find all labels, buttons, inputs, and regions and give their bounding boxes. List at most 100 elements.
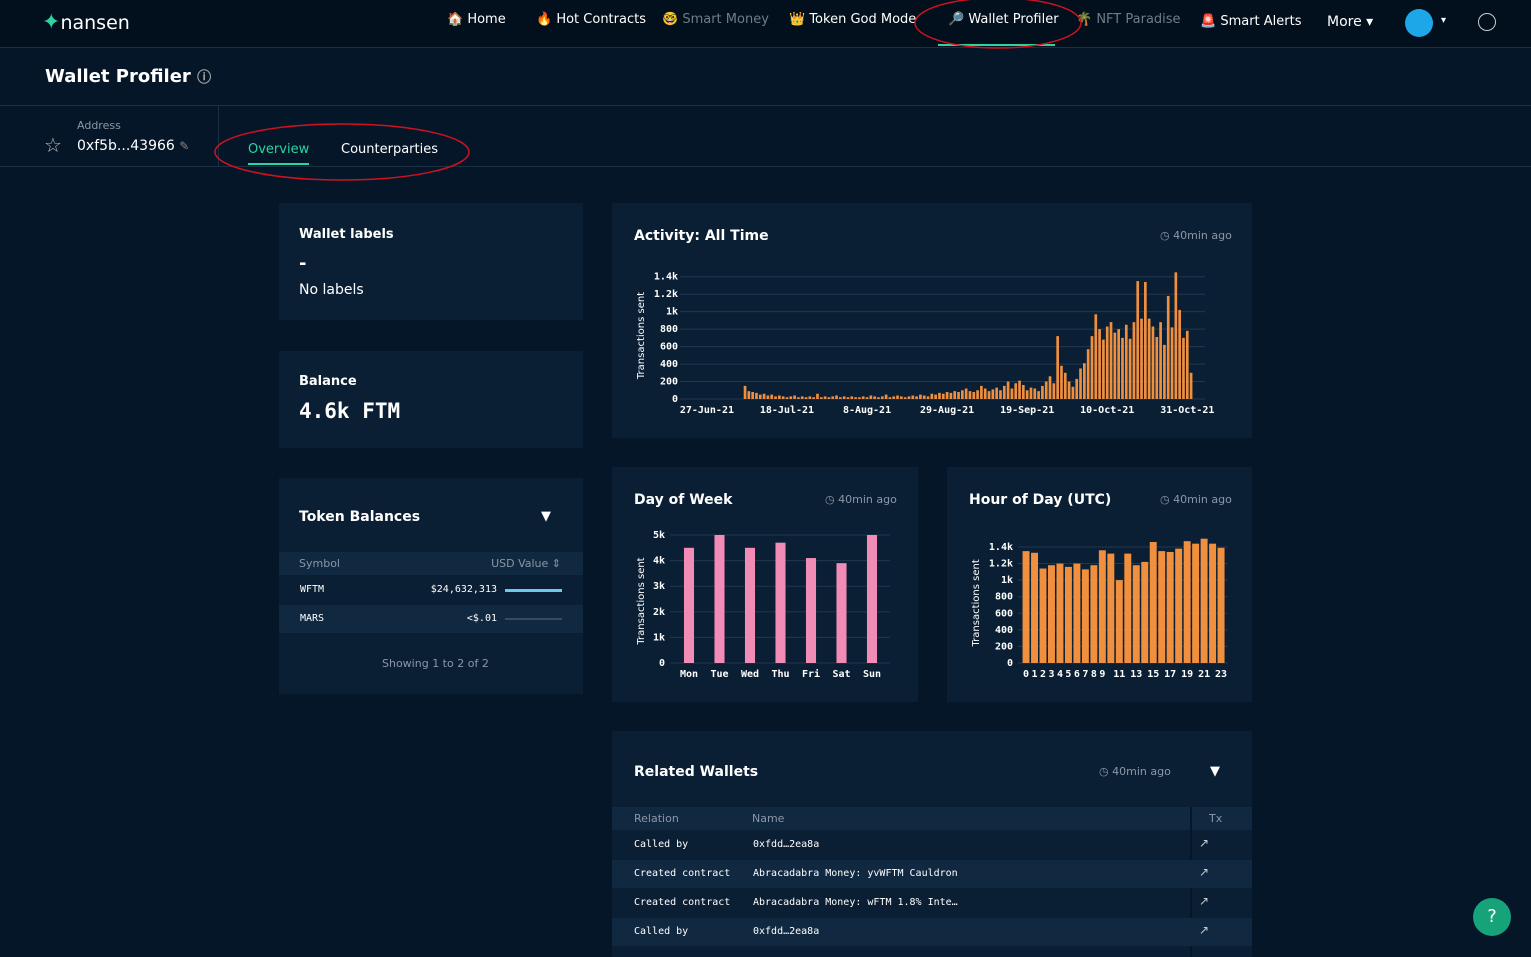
open-link[interactable]: ↗ <box>1199 894 1210 908</box>
bar <box>903 397 907 399</box>
star-icon[interactable]: ☆ <box>44 133 62 157</box>
network-icon[interactable] <box>1405 9 1433 37</box>
bar <box>900 396 903 399</box>
x-tick-label: 5 <box>1065 669 1071 680</box>
x-tick-label: Sat <box>832 669 850 680</box>
y-tick-label: 5k <box>653 530 665 541</box>
cell: Created contract <box>634 868 731 879</box>
value-bar <box>505 589 562 592</box>
filter-icon[interactable]: ▼ <box>1210 764 1220 779</box>
cell: Abracadabra Money: wFTM 1.8% Inte… <box>753 897 958 908</box>
nav-label: Wallet Profiler <box>968 12 1059 27</box>
x-tick-label: 19-Sep-21 <box>1000 405 1054 416</box>
bar <box>842 396 846 399</box>
bar <box>1094 314 1098 399</box>
nav-item[interactable]: 👑 Token God Mode <box>789 12 917 27</box>
bar <box>1166 551 1174 663</box>
bar <box>1174 272 1178 399</box>
bar <box>1010 388 1014 399</box>
token-balances-card: Token Balances ▼ Symbol USD Value ⇕ WFTM… <box>279 478 583 694</box>
column-header[interactable]: USD Value ⇕ <box>491 557 561 570</box>
updated: ◷ 40min ago <box>1160 493 1232 506</box>
help-button[interactable]: ? <box>1473 898 1511 936</box>
top-nav: ✦nansen 🏠 Home 🔥 Hot Contracts 🤓 Smart M… <box>0 0 1531 48</box>
bar <box>1022 385 1025 399</box>
bar <box>1052 383 1056 399</box>
y-tick-label: 1k <box>653 632 665 643</box>
bar <box>1182 337 1185 399</box>
bar <box>866 535 878 663</box>
bar <box>938 392 941 399</box>
bar <box>1192 543 1200 663</box>
column-header: Name <box>752 812 785 825</box>
nav-item[interactable]: 🚨 Smart Alerts <box>1200 14 1302 29</box>
bar <box>911 395 915 399</box>
nav-item[interactable]: 🔥 Hot Contracts <box>536 12 646 27</box>
network-caret[interactable]: ▾ <box>1441 15 1447 26</box>
tab[interactable]: Overview <box>248 142 310 165</box>
bar <box>907 396 911 399</box>
logo[interactable]: ✦nansen <box>42 10 130 35</box>
bar <box>1107 553 1115 663</box>
bar <box>1132 322 1136 399</box>
open-link[interactable]: ↗ <box>1199 865 1210 879</box>
bar <box>1166 295 1170 399</box>
bar <box>747 391 751 399</box>
x-tick-label: 8-Aug-21 <box>843 405 891 416</box>
tab[interactable]: Counterparties <box>341 142 438 157</box>
updated: ◷ 40min ago <box>1099 765 1171 778</box>
bar <box>839 397 842 399</box>
bar <box>1159 322 1162 399</box>
bar <box>793 395 796 399</box>
bar <box>1075 378 1079 399</box>
bar <box>1163 344 1166 399</box>
y-axis-label: Transactions sent <box>636 557 647 645</box>
bar <box>1149 542 1157 663</box>
nav-item[interactable]: 🏠 Home <box>447 12 506 27</box>
bar <box>1086 349 1090 399</box>
bar <box>888 397 892 399</box>
bar <box>1124 324 1128 399</box>
bar <box>683 547 695 663</box>
y-tick-label: 3k <box>653 581 665 592</box>
x-tick-label: 1 <box>1032 669 1038 680</box>
bar <box>1079 368 1082 399</box>
bar <box>797 397 800 399</box>
bar <box>1141 561 1149 663</box>
bar <box>774 396 777 399</box>
table-row: Called by 0xfdd…2ea8a ↗ <box>612 831 1252 859</box>
open-link[interactable]: ↗ <box>1199 923 1210 937</box>
bar <box>991 389 995 399</box>
nav-more[interactable]: More ▾ <box>1327 14 1374 30</box>
bar <box>915 396 918 399</box>
cell: Abracadabra Money: yvWFTM Cauldron <box>753 868 958 879</box>
bar <box>1064 566 1072 663</box>
address-label: Address <box>77 119 121 132</box>
cell: Called by <box>634 926 689 937</box>
x-tick-label: Tue <box>710 669 728 680</box>
nav-item[interactable]: 🌴 NFT Paradise <box>1076 12 1181 27</box>
cell: WFTM <box>300 584 325 595</box>
column-header: Relation <box>634 812 679 825</box>
bar <box>812 397 815 399</box>
bar <box>873 396 876 399</box>
bar <box>1121 337 1124 399</box>
filter-icon[interactable]: ▼ <box>541 509 551 524</box>
updated-text: 40min ago <box>1173 493 1232 506</box>
y-tick-label: 800 <box>660 324 678 335</box>
annotation-circle <box>914 0 1082 49</box>
open-link[interactable]: ↗ <box>1199 836 1210 850</box>
table-row: Created contract Abracadabra Money: yvWFT… <box>612 860 1252 888</box>
y-tick-label: 4k <box>653 556 665 567</box>
bar <box>1048 376 1052 399</box>
bar <box>1102 339 1105 399</box>
x-tick-label: Thu <box>771 669 789 680</box>
nav-item[interactable]: 🤓 Smart Money <box>662 12 769 27</box>
nav-item[interactable]: 🔎 Wallet Profiler <box>948 12 1059 27</box>
account-icon[interactable] <box>1478 13 1496 31</box>
x-tick-label: 19 <box>1181 669 1193 680</box>
bar <box>758 394 762 399</box>
value-bar <box>505 618 562 620</box>
bar <box>778 395 781 399</box>
